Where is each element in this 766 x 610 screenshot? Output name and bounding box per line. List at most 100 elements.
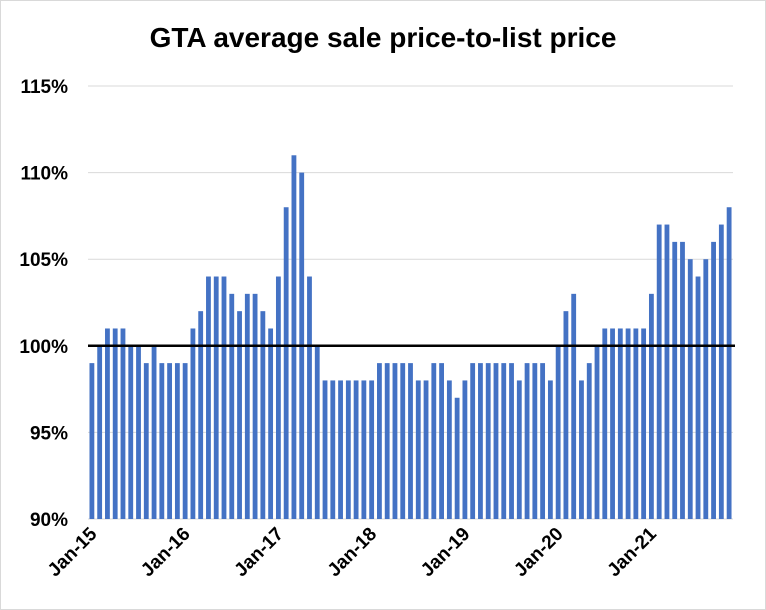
x-tick-label: Jan-17	[231, 524, 288, 581]
bar	[143, 363, 149, 519]
bar	[478, 363, 483, 519]
bar	[244, 293, 250, 519]
bar	[648, 293, 654, 519]
bar	[330, 380, 336, 519]
bar	[221, 276, 227, 519]
bar	[283, 207, 289, 520]
y-axis: 90% 95% 100% 105% 110% 115%	[19, 77, 68, 531]
bar	[361, 380, 367, 519]
bar	[151, 345, 157, 519]
bar	[532, 363, 538, 519]
bar	[625, 328, 631, 519]
bar	[555, 345, 561, 519]
bar	[353, 380, 359, 519]
bar	[431, 363, 437, 519]
bar	[268, 328, 274, 519]
chart-title: GTA average sale price-to-list price	[149, 22, 617, 53]
bar	[680, 241, 685, 519]
bar	[182, 363, 188, 519]
bar	[105, 328, 110, 519]
bar	[726, 207, 732, 520]
bar	[400, 363, 406, 519]
bar	[718, 224, 724, 519]
bar	[384, 363, 390, 519]
x-tick-label: Jan-21	[604, 523, 662, 581]
bar	[89, 363, 95, 519]
bar	[524, 363, 530, 519]
bar	[252, 293, 258, 519]
bar	[213, 276, 219, 519]
bar	[516, 380, 522, 519]
bar	[656, 224, 662, 519]
bar	[345, 380, 351, 519]
bar	[190, 328, 196, 519]
bar	[594, 345, 600, 519]
bar	[128, 345, 134, 519]
bar	[695, 276, 701, 519]
y-tick-label: 95%	[30, 423, 68, 444]
bar	[415, 380, 421, 519]
bar	[112, 328, 118, 519]
x-tick-label: Jan-18	[324, 524, 381, 581]
bar	[229, 293, 235, 519]
x-tick-label: Jan-16	[137, 524, 194, 581]
bar	[711, 241, 716, 519]
bar	[610, 328, 615, 519]
bar	[493, 363, 499, 519]
y-tick-label: 90%	[30, 510, 68, 531]
bar	[633, 328, 639, 519]
bar	[672, 241, 678, 519]
x-axis: Jan-15 Jan-16 Jan-17 Jan-18 Jan-19 Jan-20 Jan-…	[44, 523, 661, 581]
bar	[167, 363, 173, 519]
bar	[322, 380, 328, 519]
bar	[664, 224, 670, 519]
bar	[369, 380, 375, 519]
bar	[338, 380, 343, 519]
bar	[547, 380, 553, 519]
bar	[377, 363, 382, 519]
bar	[509, 363, 514, 519]
bar	[485, 363, 491, 519]
x-tick-label: Jan-20	[510, 524, 567, 581]
bar	[501, 363, 507, 519]
bar	[291, 155, 297, 519]
bar	[439, 363, 444, 519]
bar	[423, 380, 429, 519]
bar	[602, 328, 608, 519]
bar	[408, 363, 413, 519]
bar	[314, 345, 320, 519]
bar	[641, 328, 647, 519]
bar	[174, 363, 180, 519]
bar	[470, 363, 476, 519]
bar	[159, 363, 165, 519]
bars	[89, 155, 732, 520]
bar	[687, 259, 693, 519]
bar	[260, 311, 266, 519]
bar	[540, 363, 546, 519]
bar	[462, 380, 468, 519]
bar	[198, 311, 204, 519]
y-tick-label: 100%	[19, 337, 68, 358]
bar	[237, 311, 242, 519]
bar	[97, 345, 103, 519]
bar	[275, 276, 281, 519]
bar	[392, 363, 398, 519]
bar	[446, 380, 452, 519]
bar	[703, 259, 709, 519]
bar	[206, 276, 211, 519]
bar	[586, 363, 592, 519]
bar	[120, 328, 126, 519]
bar	[307, 276, 312, 519]
y-tick-label: 105%	[19, 250, 68, 271]
x-tick-label: Jan-15	[44, 523, 102, 581]
bar	[563, 311, 569, 519]
y-tick-label: 115%	[20, 77, 68, 98]
bar	[571, 293, 577, 519]
bar	[617, 328, 623, 519]
bar	[579, 380, 584, 519]
bar	[136, 345, 141, 519]
bar	[454, 397, 460, 519]
x-tick-label: Jan-19	[417, 524, 474, 581]
y-tick-label: 110%	[20, 164, 68, 185]
